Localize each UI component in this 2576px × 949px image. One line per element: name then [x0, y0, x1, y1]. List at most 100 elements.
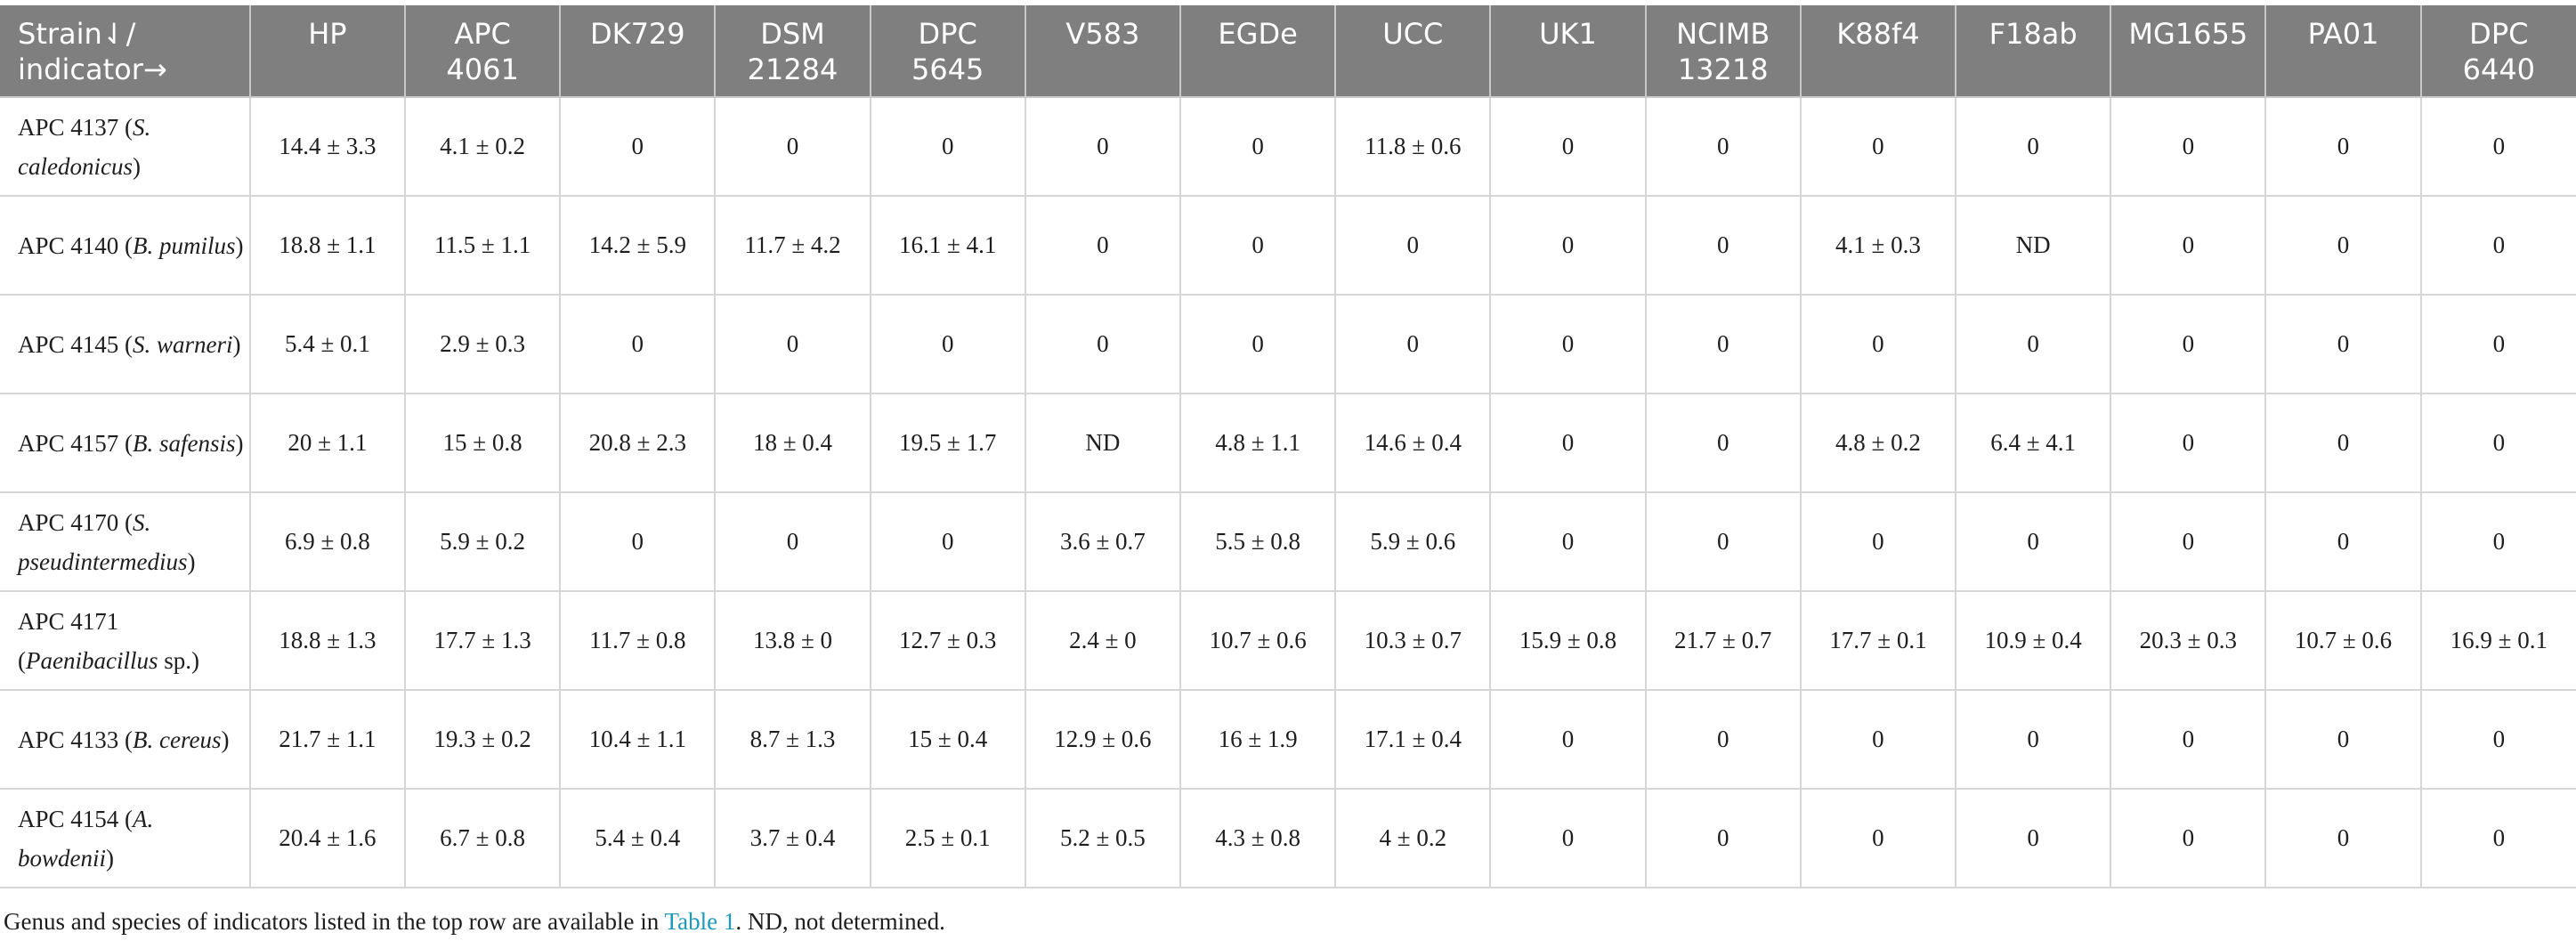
column-header-line1: DK729 [589, 17, 685, 51]
strain-id: APC 4171 ( [18, 607, 119, 674]
value-cell: 0 [2110, 393, 2267, 493]
value-cell: 0 [2419, 689, 2576, 790]
value-cell: 14.6 ± 0.4 [1334, 393, 1492, 493]
strain-cell: APC 4171 (Paenibacillus sp.) [0, 590, 251, 691]
value-cell: 0 [1489, 294, 1647, 394]
value-cell: 5.9 ± 0.2 [403, 491, 562, 592]
strain-suffix: ) [235, 231, 244, 259]
value-cell: 0 [1644, 294, 1802, 394]
value-cell: 12.7 ± 0.3 [869, 590, 1026, 691]
column-header-line1: K88f4 [1836, 17, 1920, 51]
value-cell: 6.7 ± 0.8 [403, 788, 562, 888]
column-header: APC 4061 [403, 5, 562, 98]
column-header-line1: UK1 [1539, 17, 1597, 51]
value-cell: 4 ± 0.2 [1334, 788, 1492, 888]
value-cell: 0 [1799, 491, 1957, 592]
strain-id: APC 4133 ( [18, 726, 134, 753]
value-cell: 0 [1644, 96, 1802, 197]
value-cell: 10.9 ± 0.4 [1955, 590, 2112, 691]
value-cell: 0 [559, 491, 717, 592]
column-header-line1: NCIMB [1676, 17, 1770, 51]
value-cell: 11.7 ± 0.8 [559, 590, 717, 691]
value-cell: 0 [2110, 294, 2267, 394]
strain-id: APC 4154 ( [18, 805, 134, 832]
column-header: DPC 6440 [2419, 5, 2576, 98]
footnote-text-after: . ND, not determined. [735, 908, 945, 935]
header-strain-line2: indicator→ [18, 53, 167, 86]
value-cell: 0 [1955, 96, 2112, 197]
value-cell: 0 [1955, 294, 2112, 394]
value-cell: 0 [714, 96, 871, 197]
value-cell: 17.7 ± 0.1 [1799, 590, 1957, 691]
value-cell: 0 [1489, 195, 1647, 296]
strain-cell: APC 4145 (S. warneri) [0, 294, 251, 394]
value-cell: ND [1955, 195, 2112, 296]
value-cell: 2.5 ± 0.1 [869, 788, 1026, 888]
value-cell: 0 [1799, 689, 1957, 790]
strain-species: B. pumilus [133, 231, 236, 259]
value-cell: 15.9 ± 0.8 [1489, 590, 1647, 691]
value-cell: 0 [1489, 393, 1647, 493]
value-cell: 0 [559, 294, 717, 394]
value-cell: 0 [2264, 195, 2422, 296]
value-cell: 18.8 ± 1.1 [248, 195, 406, 296]
value-cell: 17.7 ± 1.3 [403, 590, 562, 691]
column-header-line1: DPC [918, 17, 977, 51]
column-header: DK729 [559, 5, 717, 98]
value-cell: 0 [2419, 294, 2576, 394]
value-cell: 0 [1179, 294, 1337, 394]
column-header-line2: 6440 [2462, 53, 2536, 86]
column-header: NCIMB 13218 [1644, 5, 1802, 98]
value-cell: 0 [2419, 96, 2576, 197]
value-cell: 14.4 ± 3.3 [248, 96, 406, 197]
table-row: APC 4157 (B. safensis) 20 ± 1.1 15 ± 0.8 20… [0, 393, 2576, 493]
value-cell: 0 [1644, 788, 1802, 888]
value-cell: 0 [1179, 96, 1337, 197]
table-row: APC 4137 (S. caledonicus) 14.4 ± 3.3 4.1 ±… [0, 96, 2576, 197]
column-header-line2: 5645 [911, 53, 984, 86]
value-cell: 5.4 ± 0.1 [248, 294, 406, 394]
value-cell: 5.2 ± 0.5 [1024, 788, 1182, 888]
value-cell: 0 [1955, 689, 2112, 790]
value-cell: 0 [2419, 491, 2576, 592]
value-cell: 13.8 ± 0 [714, 590, 871, 691]
value-cell: 3.6 ± 0.7 [1024, 491, 1182, 592]
value-cell: 4.1 ± 0.2 [403, 96, 562, 197]
strain-id: APC 4145 ( [18, 330, 134, 358]
column-header-line1: PA01 [2307, 17, 2379, 51]
strain-suffix: ) [221, 726, 230, 753]
value-cell: 0 [1644, 689, 1802, 790]
column-header-line1: HP [308, 17, 347, 51]
header-row: Strain⇃/indicator→ HP APC 4061 DK729 DSM 2128… [0, 5, 2576, 98]
value-cell: 0 [2110, 195, 2267, 296]
strain-species: Paenibacillus [26, 646, 158, 674]
strain-suffix: sp.) [158, 646, 199, 674]
value-cell: 21.7 ± 1.1 [248, 689, 406, 790]
strain-suffix: ) [106, 844, 114, 872]
strain-species: A. bowdenii [18, 805, 154, 872]
value-cell: 0 [2264, 689, 2422, 790]
strain-species: S. pseudintermedius [18, 508, 188, 575]
value-cell: 0 [559, 96, 717, 197]
value-cell: 19.3 ± 0.2 [403, 689, 562, 790]
value-cell: 0 [1024, 294, 1182, 394]
value-cell: 20 ± 1.1 [248, 393, 406, 493]
value-cell: 10.7 ± 0.6 [1179, 590, 1337, 691]
value-cell: 15 ± 0.4 [869, 689, 1026, 790]
inhibition-table: Strain⇃/indicator→ HP APC 4061 DK729 DSM 2128… [0, 5, 2576, 888]
value-cell: 21.7 ± 0.7 [1644, 590, 1802, 691]
column-header-line1: DSM [760, 17, 825, 51]
value-cell: 18.8 ± 1.3 [248, 590, 406, 691]
table-row: APC 4170 (S. pseudintermedius) 6.9 ± 0.8 5… [0, 491, 2576, 592]
table-1-link[interactable]: Table 1 [664, 908, 736, 935]
column-header: F18ab [1955, 5, 2112, 98]
strain-id: APC 4137 ( [18, 113, 134, 141]
value-cell: 0 [1799, 294, 1957, 394]
strain-id: APC 4140 ( [18, 231, 134, 259]
value-cell: 0 [869, 294, 1026, 394]
value-cell: 6.4 ± 4.1 [1955, 393, 2112, 493]
value-cell: 0 [1955, 491, 2112, 592]
value-cell: 0 [2264, 491, 2422, 592]
strain-id: APC 4157 ( [18, 429, 134, 457]
value-cell: 0 [2419, 393, 2576, 493]
